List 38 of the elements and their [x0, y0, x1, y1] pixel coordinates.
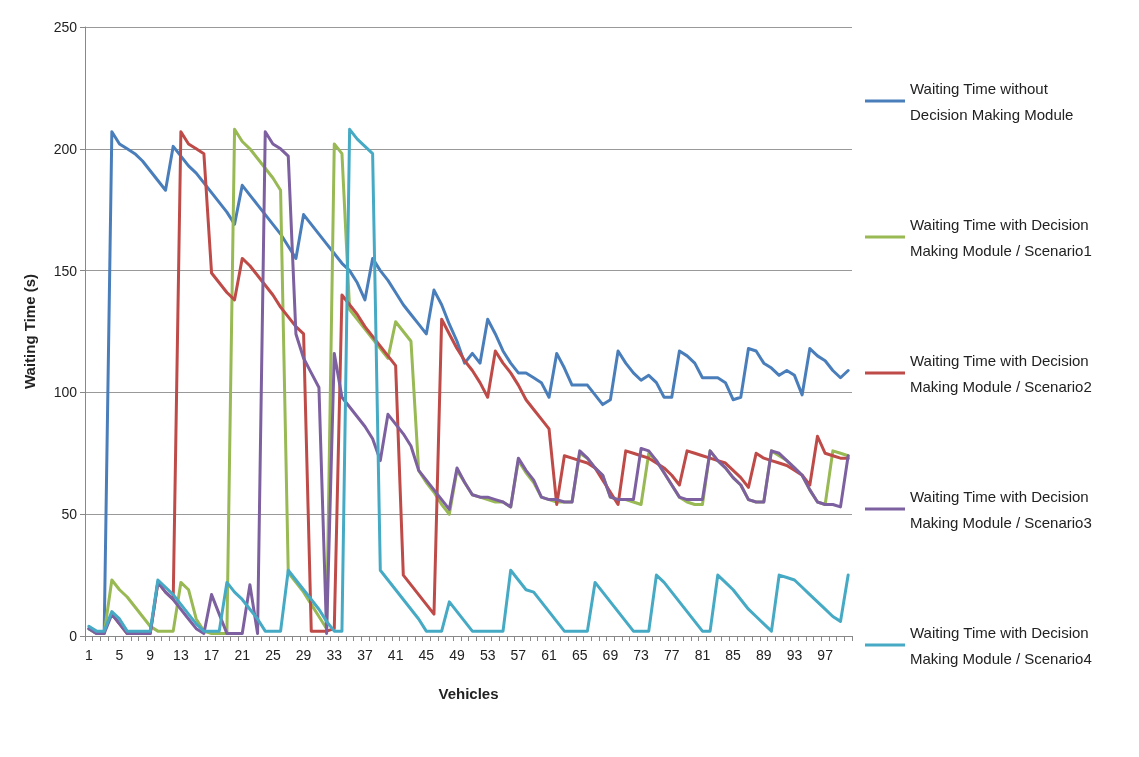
x-tick-label: 57 — [510, 647, 527, 663]
x-axis-title: Vehicles — [438, 685, 499, 702]
legend-label: Waiting Time with Decision Making Module / Scenario4 — [910, 623, 1093, 667]
x-tick-label: 5 — [115, 647, 124, 663]
y-tick-label: 250 — [53, 19, 78, 35]
x-tick-label: 81 — [694, 647, 711, 663]
y-tick-label: 100 — [53, 384, 78, 401]
x-tick-label: 21 — [234, 647, 251, 663]
x-tick-label: 25 — [265, 647, 281, 663]
x-tick-label: 9 — [146, 647, 155, 663]
x-tick-label: 53 — [479, 647, 496, 663]
x-tick-label: 93 — [786, 647, 803, 663]
y-tick-label: 200 — [53, 140, 78, 157]
legend-label: Waiting Time with Decision Making Module / Scenario1 — [910, 215, 1093, 259]
x-tick-label: 77 — [663, 647, 680, 663]
x-tick-label: 33 — [326, 647, 343, 663]
x-tick-label: 45 — [418, 647, 435, 663]
x-tick-label: 73 — [633, 647, 650, 663]
x-tick-label: 65 — [571, 647, 588, 663]
x-tick-label: 41 — [387, 647, 404, 663]
y-tick-label: 0 — [69, 628, 78, 644]
x-tick-label: 29 — [295, 647, 312, 663]
x-tick-label: 85 — [725, 647, 742, 663]
legend-label: Waiting Time with Decision Making Module / Scenario2 — [910, 351, 1093, 395]
x-tick-label: 61 — [541, 647, 558, 663]
legend-label: Waiting Time with Decision Making Module / Scenario3 — [910, 487, 1093, 531]
x-tick-label: 69 — [602, 647, 619, 663]
y-tick-label: 50 — [61, 506, 78, 523]
x-tick-label: 17 — [203, 647, 220, 663]
y-tick-label: 150 — [53, 262, 78, 279]
x-tick-label: 49 — [449, 647, 465, 663]
legend-label: Waiting Time without Decision Making Module — [910, 79, 1074, 123]
x-tick-label: 89 — [756, 647, 772, 663]
x-tick-label: 13 — [173, 647, 189, 663]
x-tick-label: 97 — [817, 647, 834, 663]
x-tick-label: 1 — [84, 647, 93, 663]
x-tick-label: 37 — [357, 647, 373, 663]
y-axis-title: Waiting Time (s) — [21, 273, 38, 390]
